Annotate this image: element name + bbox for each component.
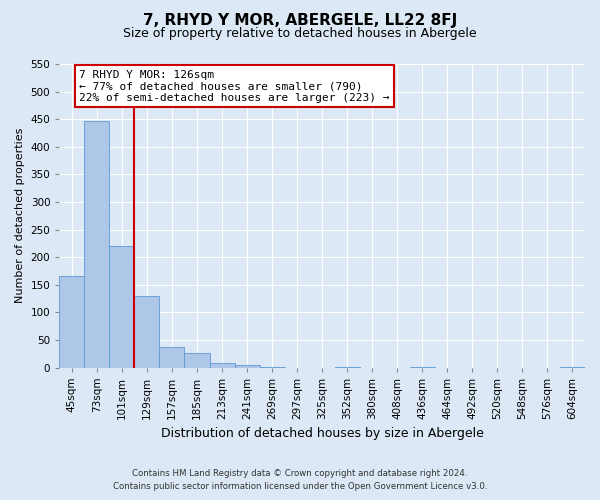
- Bar: [160, 347, 184, 368]
- Text: Size of property relative to detached houses in Abergele: Size of property relative to detached ho…: [123, 28, 477, 40]
- Bar: [109, 246, 134, 368]
- Bar: [85, 121, 109, 368]
- Bar: [134, 296, 160, 368]
- Bar: [335, 367, 360, 368]
- Bar: [235, 365, 260, 368]
- Text: 7, RHYD Y MOR, ABERGELE, LL22 8FJ: 7, RHYD Y MOR, ABERGELE, LL22 8FJ: [143, 12, 457, 28]
- Y-axis label: Number of detached properties: Number of detached properties: [15, 128, 25, 304]
- X-axis label: Distribution of detached houses by size in Abergele: Distribution of detached houses by size …: [161, 427, 484, 440]
- Text: 7 RHYD Y MOR: 126sqm
← 77% of detached houses are smaller (790)
22% of semi-deta: 7 RHYD Y MOR: 126sqm ← 77% of detached h…: [79, 70, 390, 102]
- Bar: [410, 367, 435, 368]
- Bar: [184, 353, 209, 368]
- Bar: [560, 367, 585, 368]
- Bar: [209, 363, 235, 368]
- Text: Contains HM Land Registry data © Crown copyright and database right 2024.
Contai: Contains HM Land Registry data © Crown c…: [113, 470, 487, 491]
- Bar: [260, 367, 284, 368]
- Bar: [59, 276, 85, 368]
